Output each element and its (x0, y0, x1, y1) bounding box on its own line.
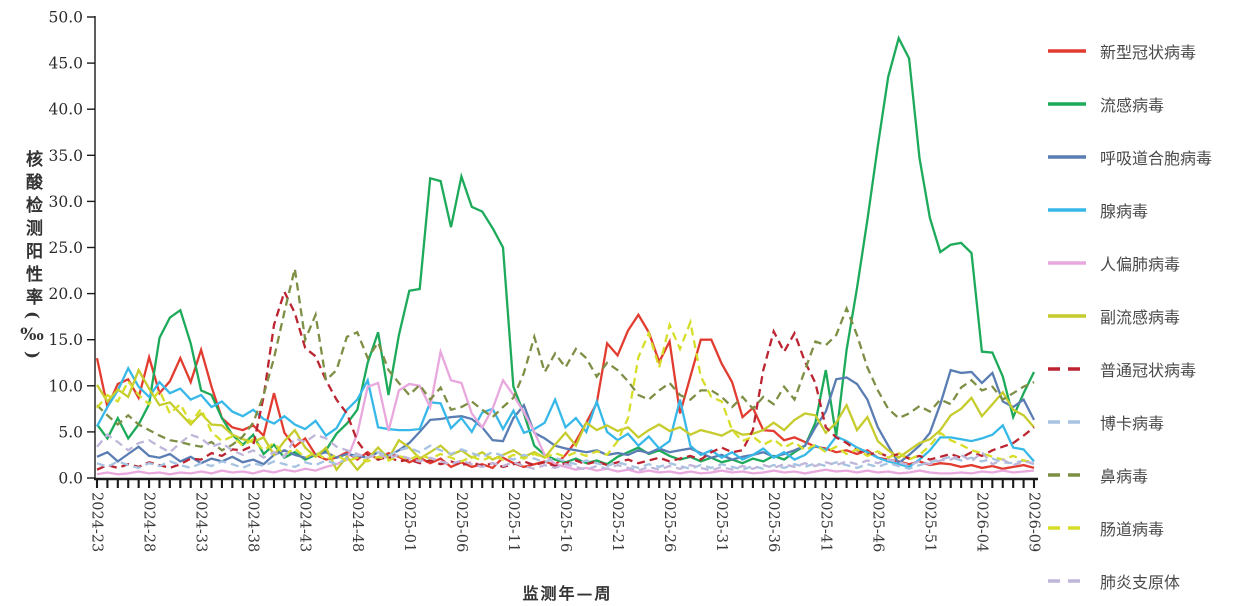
influenza-virus-line-swatch-icon (1048, 101, 1086, 106)
legend-label: 普通冠状病毒 (1100, 360, 1197, 380)
series-line-rsv (96, 368, 1036, 466)
y-tick-label: 50.0 (48, 9, 83, 27)
legend-item-rsv: 呼吸道合胞病毒 (1047, 130, 1245, 183)
legend-label: 肺炎支原体 (1100, 572, 1181, 592)
legend-item-adenovirus: 腺病毒 (1047, 183, 1245, 236)
y-tick-label: 10.0 (48, 377, 83, 395)
legend-item-influenza-virus: 流感病毒 (1047, 77, 1245, 130)
y-tick-label: 30.0 (48, 193, 83, 211)
legend-item-parainfluenza: 副流感病毒 (1047, 289, 1245, 342)
x-tick-label: 2025-41 (817, 492, 833, 552)
legend-label: 呼吸道合胞病毒 (1100, 148, 1213, 168)
x-tick-label: 2025-16 (557, 492, 573, 552)
legend-item-common-coronavirus: 普通冠状病毒 (1047, 342, 1245, 395)
legend: 新型冠状病毒 流感病毒呼吸道合胞病毒 腺病毒人偏肺病毒副流感病毒普通冠状病毒 博卡病毒… (1047, 24, 1245, 606)
y-tick-label: 40.0 (48, 101, 83, 119)
legend-item-hmpv: 人偏肺病毒 (1047, 236, 1245, 289)
legend-item-enterovirus: 肠道病毒 (1047, 501, 1245, 554)
series-line-enterovirus (96, 318, 1035, 464)
rsv-line-swatch-icon (1048, 154, 1086, 159)
x-tick-label: 2025-26 (661, 492, 677, 552)
x-tick-label: 2026-09 (1026, 492, 1042, 552)
legend-label: 鼻病毒 (1100, 466, 1149, 486)
x-tick-label: 2025-01 (401, 492, 417, 552)
series-line-novel-coronavirus (95, 312, 1035, 470)
legend-label: 腺病毒 (1100, 201, 1149, 221)
legend-label: 博卡病毒 (1100, 413, 1165, 433)
y-tick-label: 35.0 (48, 147, 83, 165)
legend-item-mycoplasma-pneumoniae: 肺炎支原体 (1047, 554, 1245, 606)
hmpv-line-swatch-icon (1048, 260, 1086, 265)
x-tick-label: 2024-43 (297, 492, 313, 552)
y-tick-label: 0.0 (58, 470, 83, 488)
y-tick-label: 25.0 (48, 239, 83, 257)
x-tick-label: 2024-28 (141, 492, 157, 552)
enterovirus-line-swatch-icon (1048, 525, 1086, 530)
legend-label: 人偏肺病毒 (1100, 254, 1181, 274)
legend-label: 肠道病毒 (1100, 519, 1165, 539)
x-axis-title: 监测年—周 (522, 584, 613, 603)
x-tick-label: 2026-04 (973, 492, 989, 552)
series-line-adenovirus (95, 365, 1035, 469)
legend-item-novel-coronavirus: 新型冠状病毒 (1047, 24, 1245, 77)
rhinovirus-line-swatch-icon (1048, 472, 1086, 477)
novel-coronavirus-line-swatch-icon (1048, 48, 1086, 53)
x-tick-label: 2024-23 (89, 492, 105, 552)
x-tick-label: 2025-11 (505, 492, 521, 552)
x-tick-label: 2025-21 (609, 492, 625, 552)
x-tick-label: 2025-06 (453, 492, 469, 552)
y-tick-label: 15.0 (48, 331, 83, 349)
mycoplasma-pneumoniae-line-swatch-icon (1048, 578, 1086, 583)
x-tick-label: 2024-33 (193, 492, 209, 552)
legend-label: 流感病毒 (1100, 95, 1165, 115)
x-tick-label: 2024-48 (349, 492, 365, 552)
series-line-common-coronavirus (96, 288, 1035, 471)
legend-label: 副流感病毒 (1100, 307, 1181, 327)
bocavirus-line-swatch-icon (1048, 419, 1086, 424)
x-tick-label: 2025-36 (765, 492, 781, 552)
x-tick-label: 2025-51 (921, 492, 937, 552)
adenovirus-line-swatch-icon (1048, 207, 1086, 212)
parainfluenza-line-swatch-icon (1048, 313, 1086, 318)
series-line-influenza-virus (96, 35, 1036, 466)
x-tick-label: 2024-38 (245, 492, 261, 552)
legend-item-rhinovirus: 鼻病毒 (1047, 448, 1245, 501)
legend-item-bocavirus: 博卡病毒 (1047, 395, 1245, 448)
x-tick-label: 2025-31 (713, 492, 729, 552)
legend-label: 新型冠状病毒 (1100, 42, 1197, 62)
series-line-rhinovirus (96, 268, 1035, 452)
y-tick-label: 5.0 (58, 423, 83, 441)
y-axis-title: 核酸检测阳性率(‰) (22, 150, 42, 366)
series-line-hmpv (96, 347, 1035, 476)
series-line-mycoplasma-pneumoniae (96, 433, 1035, 472)
y-tick-label: 45.0 (48, 55, 83, 73)
x-tick-label: 2025-46 (869, 492, 885, 552)
y-tick-label: 20.0 (48, 285, 83, 303)
common-coronavirus-line-swatch-icon (1048, 366, 1086, 371)
